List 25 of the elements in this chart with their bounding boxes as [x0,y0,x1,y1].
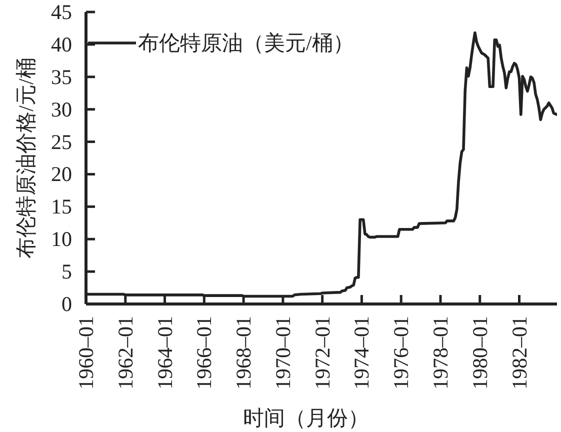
x-tick-label: 1960–01 [74,316,98,390]
y-tick-label: 5 [62,260,72,284]
y-tick-label: 40 [51,32,72,56]
x-tick-label: 1962–01 [113,316,138,390]
x-axis-title: 时间（月份） [243,406,369,430]
y-tick-label: 20 [51,162,72,186]
x-tick-label: 1980–01 [468,316,492,390]
y-axis-title: 布伦特原油价格/元/桶 [14,58,38,258]
y-tick-label: 25 [51,130,72,154]
x-tick-label: 1970–01 [270,316,295,390]
y-tick-label: 0 [62,292,72,316]
x-tick-label: 1964–01 [152,316,177,390]
y-tick-label: 30 [51,97,72,122]
x-tick-label: 1974–01 [350,316,374,390]
legend-label: 布伦特原油（美元/桶） [138,30,354,56]
y-tick-label: 15 [51,194,72,219]
x-tick-label: 1972–01 [310,316,334,390]
x-tick-label: 1978–01 [428,316,452,390]
y-tick-label: 35 [51,64,72,89]
y-tick-label: 45 [51,0,72,24]
x-tick-label: 1968–01 [232,316,256,390]
x-tick-label: 1966–01 [192,316,216,390]
y-tick-label: 10 [51,227,72,252]
x-tick-label: 1982–01 [507,316,532,390]
x-tick-label: 1976–01 [389,316,414,390]
